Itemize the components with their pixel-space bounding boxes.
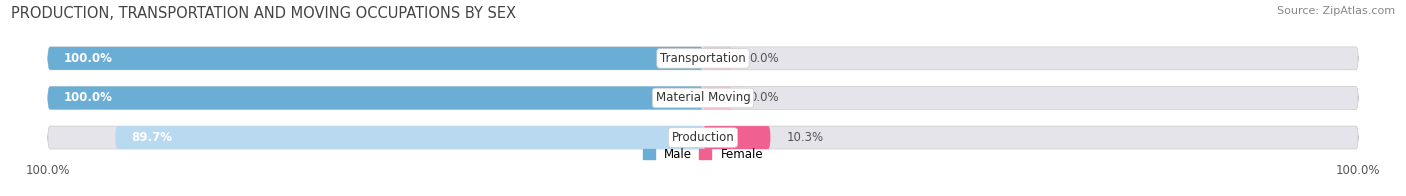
FancyBboxPatch shape	[703, 86, 733, 109]
Text: 0.0%: 0.0%	[749, 92, 779, 104]
Text: 0.0%: 0.0%	[749, 52, 779, 65]
Text: 89.7%: 89.7%	[132, 131, 173, 144]
Text: 100.0%: 100.0%	[65, 52, 112, 65]
FancyBboxPatch shape	[703, 47, 733, 70]
FancyBboxPatch shape	[703, 126, 770, 149]
Text: Production: Production	[672, 131, 734, 144]
Text: PRODUCTION, TRANSPORTATION AND MOVING OCCUPATIONS BY SEX: PRODUCTION, TRANSPORTATION AND MOVING OC…	[11, 6, 516, 21]
FancyBboxPatch shape	[48, 86, 1358, 109]
Text: 100.0%: 100.0%	[65, 92, 112, 104]
Text: Transportation: Transportation	[661, 52, 745, 65]
Text: 10.3%: 10.3%	[787, 131, 824, 144]
Legend: Male, Female: Male, Female	[638, 143, 768, 166]
FancyBboxPatch shape	[48, 47, 1358, 70]
FancyBboxPatch shape	[48, 47, 703, 70]
FancyBboxPatch shape	[115, 126, 703, 149]
Text: Material Moving: Material Moving	[655, 92, 751, 104]
FancyBboxPatch shape	[48, 126, 1358, 149]
FancyBboxPatch shape	[48, 86, 703, 109]
Text: Source: ZipAtlas.com: Source: ZipAtlas.com	[1277, 6, 1395, 16]
